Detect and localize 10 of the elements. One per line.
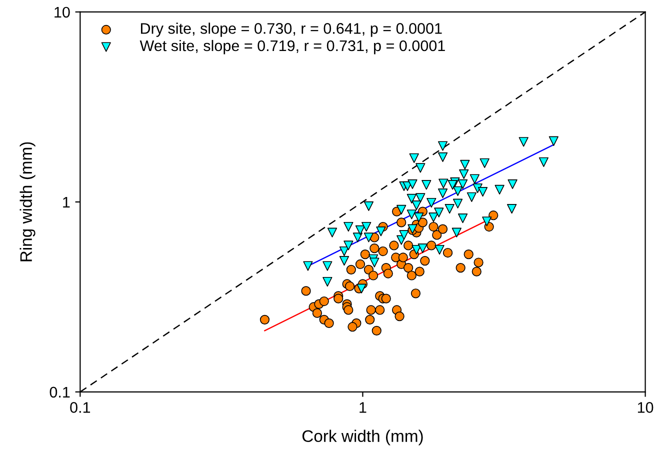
legend-label: Wet site, slope = 0.719, r = 0.731, p = 0.0001 <box>140 40 445 54</box>
x-tick-label: 1 <box>360 402 366 413</box>
y-tick-label: 1 <box>63 196 70 208</box>
x-tick-label: 0.1 <box>70 402 90 413</box>
y-tick-label: 10 <box>54 6 70 18</box>
y-tick-label: 0.1 <box>50 386 70 398</box>
legend-label: Dry site, slope = 0.730, r = 0.641, p = 0.0001 <box>140 22 442 37</box>
x-axis-title: Cork width (mm) <box>302 430 423 446</box>
x-tick-label: 10 <box>638 402 654 413</box>
y-axis-title: Ring width (mm) <box>20 142 36 262</box>
